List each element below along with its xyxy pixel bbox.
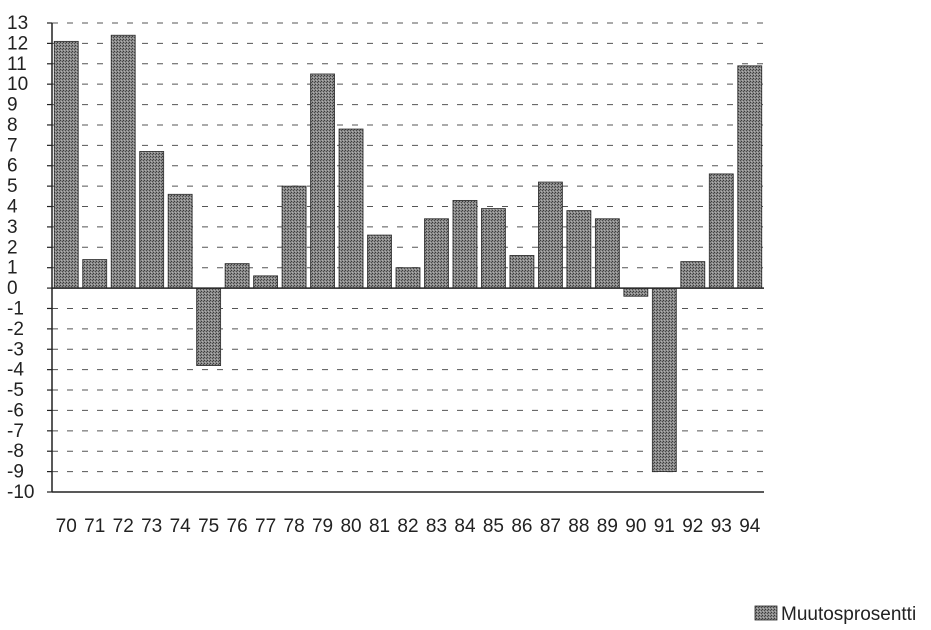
y-tick-label: 6	[7, 156, 18, 177]
x-tick-label: 88	[568, 516, 589, 537]
y-tick-label: 4	[7, 197, 18, 218]
bar-76	[224, 263, 250, 289]
x-tick-label: 73	[141, 516, 162, 537]
y-tick-label: 13	[7, 13, 28, 34]
bar-82	[395, 267, 421, 289]
y-tick-label: -7	[7, 421, 24, 442]
y-tick-label: -1	[7, 298, 24, 319]
y-tick-label: -8	[7, 441, 24, 462]
x-tick-label: 93	[711, 516, 732, 537]
y-tick-label: 5	[7, 176, 18, 197]
y-tick-label: 9	[7, 95, 18, 116]
legend: Muutosprosentti	[754, 604, 916, 625]
y-tick-label: 2	[7, 237, 18, 258]
x-tick-label: 70	[56, 516, 77, 537]
y-tick-label: -2	[7, 319, 24, 340]
bar-71	[82, 259, 108, 289]
bar-94	[737, 65, 763, 289]
y-tick-label: 0	[7, 278, 18, 299]
y-tick-label: -9	[7, 462, 24, 483]
bar-70	[53, 40, 79, 289]
x-tick-label: 85	[483, 516, 504, 537]
x-tick-label: 71	[84, 516, 105, 537]
y-tick-label: -4	[7, 360, 24, 381]
x-tick-label: 72	[113, 516, 134, 537]
bar-73	[139, 151, 165, 289]
bar-85	[481, 208, 506, 289]
bar-79	[310, 73, 335, 289]
x-tick-label: 78	[284, 516, 305, 537]
bar-91	[651, 287, 677, 473]
x-tick-labels: 70 71 72 73 74 75 76 77 78 79 80 81 82 83 84 85 86 87 88 89…	[56, 516, 761, 537]
bar-72	[110, 34, 136, 289]
x-tick-label: 87	[540, 516, 561, 537]
x-tick-label: 84	[454, 516, 476, 537]
y-tick-label: -5	[7, 380, 24, 401]
bars	[53, 34, 763, 473]
bar-84	[452, 199, 478, 289]
bar-88	[566, 210, 592, 289]
x-tick-label: 82	[397, 516, 418, 537]
x-tick-label: 81	[369, 516, 390, 537]
bar-92	[680, 261, 706, 289]
bar-74	[167, 193, 193, 289]
legend-label: Muutosprosentti	[781, 604, 916, 625]
bar-90	[623, 287, 649, 297]
x-tick-label: 89	[597, 516, 618, 537]
y-tick-label: 8	[7, 115, 18, 136]
bar-77	[253, 275, 279, 289]
bar-87	[538, 181, 563, 289]
x-tick-label: 80	[340, 516, 361, 537]
y-tick-label: 11	[7, 54, 27, 75]
bar-89	[594, 218, 620, 289]
bar-81	[367, 234, 392, 289]
y-tick-label: -6	[7, 400, 24, 421]
y-tick-label: 12	[7, 33, 28, 54]
x-tick-label: 76	[227, 516, 248, 537]
x-tick-label: 75	[198, 516, 219, 537]
x-tick-label: 91	[654, 516, 675, 537]
y-tick-label: -3	[7, 339, 24, 360]
x-tick-label: 74	[170, 516, 192, 537]
y-tick-label: -10	[7, 482, 34, 503]
bar-75	[196, 287, 222, 366]
y-tick-label: 3	[7, 217, 18, 238]
x-tick-label: 79	[312, 516, 333, 537]
y-tick-label: 1	[7, 258, 18, 279]
axes	[47, 22, 764, 493]
bar-83	[424, 218, 449, 289]
legend-swatch	[754, 605, 778, 621]
x-tick-label: 86	[511, 516, 532, 537]
x-tick-label: 92	[682, 516, 703, 537]
x-tick-label: 94	[739, 516, 761, 537]
x-tick-label: 77	[255, 516, 276, 537]
bar-80	[338, 128, 364, 289]
bar-93	[708, 173, 734, 289]
bar-86	[509, 255, 535, 289]
x-tick-label: 83	[426, 516, 447, 537]
y-tick-label: 7	[7, 135, 18, 156]
y-tick-label: 10	[7, 74, 28, 95]
x-tick-label: 90	[625, 516, 646, 537]
bar-78	[281, 185, 307, 289]
